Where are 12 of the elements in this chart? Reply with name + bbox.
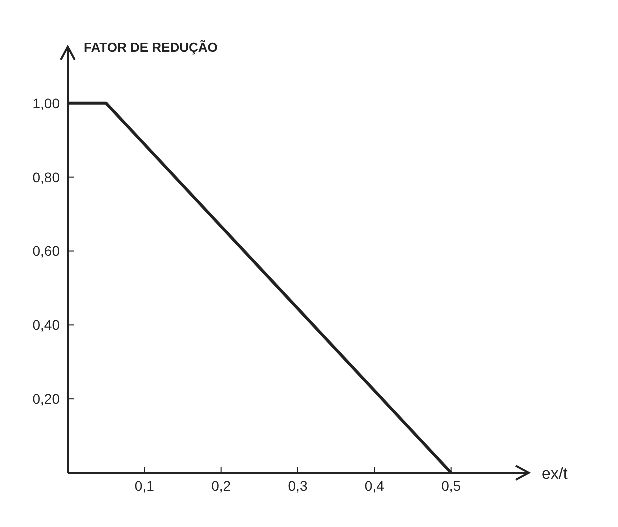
- y-tick-label: 0,20: [32, 391, 60, 408]
- y-tick-label: 0,80: [32, 169, 60, 186]
- x-tick-label: 0,3: [288, 478, 308, 494]
- x-tick-label: 0,5: [442, 478, 462, 494]
- y-tick-label: 0,60: [32, 243, 60, 260]
- x-tick-label: 0,4: [364, 478, 385, 494]
- x-tick-label: 0,2: [212, 478, 232, 494]
- y-axis-title: FATOR DE REDUÇÃO: [84, 40, 218, 55]
- y-tick-label: 0,40: [32, 317, 60, 334]
- y-tick-label: 1,00: [32, 95, 60, 112]
- x-axis-title: ex/t: [542, 466, 568, 483]
- x-tick-label: 0,1: [134, 478, 155, 494]
